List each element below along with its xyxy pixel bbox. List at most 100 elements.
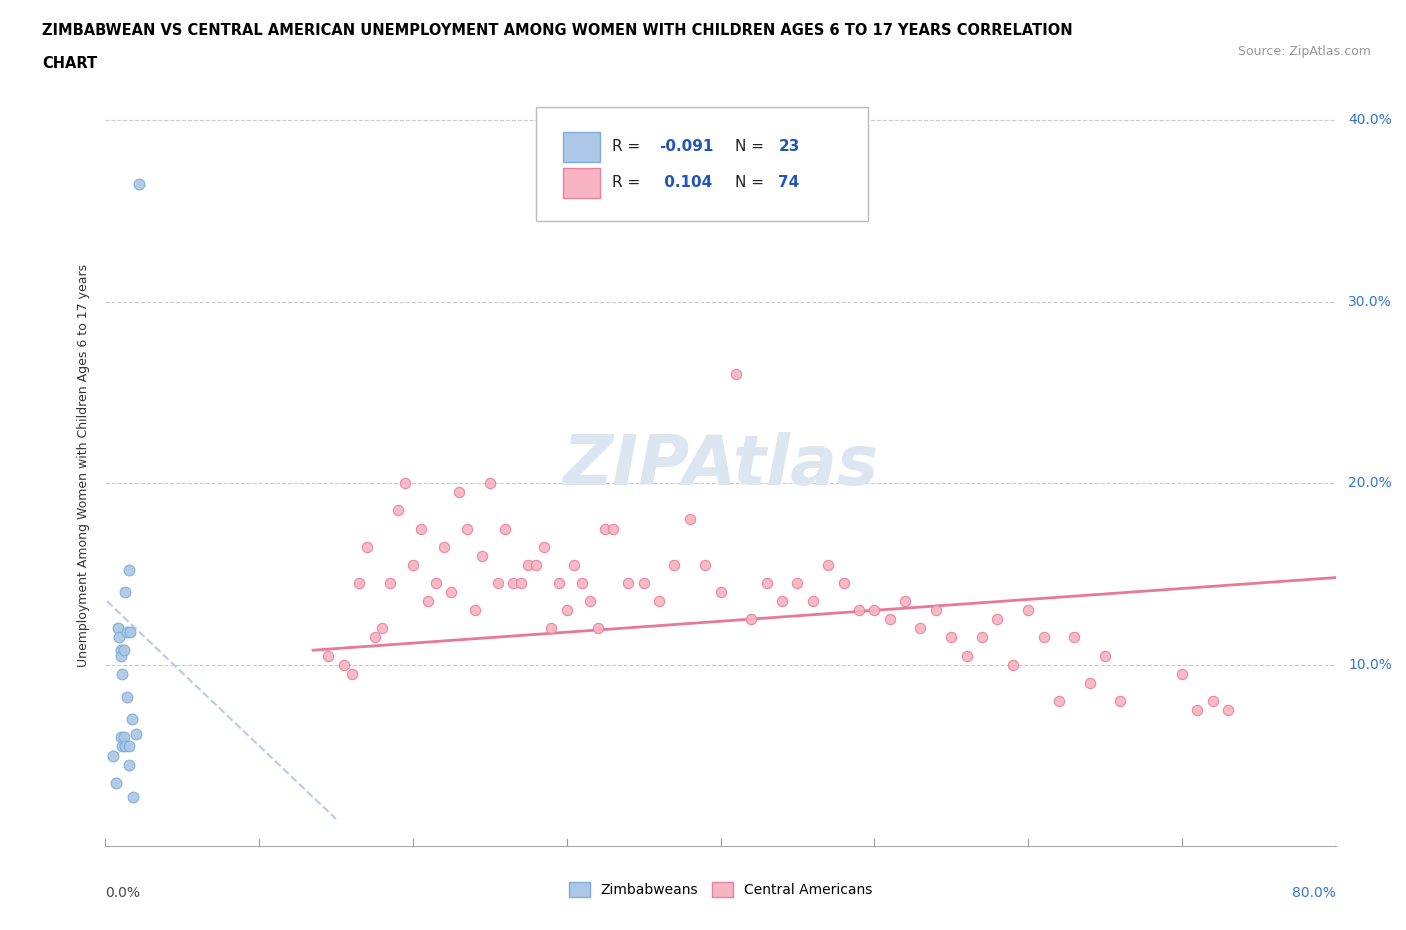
Point bbox=[449, 485, 471, 499]
Text: ZIPAtlas: ZIPAtlas bbox=[562, 432, 879, 498]
Point bbox=[122, 790, 145, 804]
Text: 10.0%: 10.0% bbox=[1348, 658, 1392, 671]
Point bbox=[107, 621, 129, 636]
Point bbox=[105, 776, 128, 790]
Point bbox=[402, 557, 425, 572]
Point bbox=[108, 630, 131, 644]
Text: Source: ZipAtlas.com: Source: ZipAtlas.com bbox=[1237, 45, 1371, 58]
Point bbox=[533, 539, 555, 554]
FancyBboxPatch shape bbox=[564, 132, 600, 162]
FancyBboxPatch shape bbox=[564, 167, 600, 198]
Point bbox=[571, 576, 593, 591]
Point bbox=[579, 593, 602, 608]
Point bbox=[110, 648, 132, 663]
Point bbox=[586, 621, 609, 636]
Text: R =: R = bbox=[613, 176, 645, 191]
Point bbox=[464, 603, 486, 618]
Point bbox=[1201, 694, 1223, 709]
Point bbox=[117, 757, 139, 772]
Point bbox=[114, 739, 136, 754]
Point bbox=[710, 585, 733, 600]
Point bbox=[110, 643, 132, 658]
Point bbox=[801, 593, 824, 608]
Point bbox=[740, 612, 762, 627]
Point bbox=[648, 593, 671, 608]
Point bbox=[1187, 703, 1209, 718]
Point bbox=[894, 593, 917, 608]
Point bbox=[110, 730, 132, 745]
Point bbox=[555, 603, 578, 618]
Point bbox=[502, 576, 524, 591]
Text: R =: R = bbox=[613, 140, 645, 154]
Text: 30.0%: 30.0% bbox=[1348, 295, 1392, 309]
Point bbox=[115, 690, 138, 705]
Point bbox=[111, 739, 134, 754]
Point bbox=[394, 476, 416, 491]
Point bbox=[848, 603, 870, 618]
Point bbox=[378, 576, 401, 591]
Point bbox=[112, 730, 135, 745]
Point bbox=[956, 648, 979, 663]
Point bbox=[602, 521, 624, 536]
Y-axis label: Unemployment Among Women with Children Ages 6 to 17 years: Unemployment Among Women with Children A… bbox=[77, 263, 90, 667]
Point bbox=[540, 621, 562, 636]
Point bbox=[125, 726, 148, 741]
Point bbox=[755, 576, 778, 591]
Point bbox=[111, 667, 134, 682]
FancyBboxPatch shape bbox=[536, 107, 869, 221]
Text: 20.0%: 20.0% bbox=[1348, 476, 1392, 490]
Point bbox=[724, 366, 747, 381]
Point bbox=[115, 625, 138, 640]
Point bbox=[371, 621, 394, 636]
Point bbox=[817, 557, 839, 572]
Text: 0.104: 0.104 bbox=[659, 176, 713, 191]
Point bbox=[517, 557, 540, 572]
Point bbox=[1078, 675, 1101, 690]
Point bbox=[863, 603, 886, 618]
Point bbox=[318, 648, 340, 663]
Point bbox=[471, 549, 494, 564]
Point bbox=[524, 557, 547, 572]
Text: 80.0%: 80.0% bbox=[1292, 886, 1336, 900]
Point bbox=[879, 612, 901, 627]
Point bbox=[1001, 658, 1024, 672]
Point bbox=[617, 576, 640, 591]
Point bbox=[593, 521, 616, 536]
Point bbox=[440, 585, 463, 600]
Point bbox=[387, 503, 409, 518]
Point bbox=[425, 576, 447, 591]
Point bbox=[418, 593, 440, 608]
Text: -0.091: -0.091 bbox=[659, 140, 713, 154]
Text: ZIMBABWEAN VS CENTRAL AMERICAN UNEMPLOYMENT AMONG WOMEN WITH CHILDREN AGES 6 TO : ZIMBABWEAN VS CENTRAL AMERICAN UNEMPLOYM… bbox=[42, 23, 1073, 38]
Point bbox=[117, 563, 139, 578]
Point bbox=[564, 557, 586, 572]
Point bbox=[1017, 603, 1039, 618]
Point bbox=[1047, 694, 1070, 709]
Text: 23: 23 bbox=[779, 140, 800, 154]
Point bbox=[494, 521, 516, 536]
Text: CHART: CHART bbox=[42, 56, 97, 71]
Point bbox=[986, 612, 1008, 627]
Point bbox=[925, 603, 948, 618]
Point bbox=[548, 576, 571, 591]
Point bbox=[941, 630, 963, 644]
Point bbox=[1109, 694, 1132, 709]
Point bbox=[114, 585, 136, 600]
Point bbox=[679, 512, 702, 527]
Point bbox=[409, 521, 432, 536]
Point bbox=[910, 621, 932, 636]
Point bbox=[333, 658, 356, 672]
Point bbox=[120, 625, 141, 640]
Point bbox=[832, 576, 855, 591]
Point bbox=[770, 593, 793, 608]
Point bbox=[101, 748, 124, 763]
Text: N =: N = bbox=[735, 176, 769, 191]
Point bbox=[786, 576, 808, 591]
Point bbox=[478, 476, 501, 491]
Text: 40.0%: 40.0% bbox=[1348, 113, 1392, 127]
Point bbox=[664, 557, 686, 572]
Point bbox=[1171, 667, 1194, 682]
Point bbox=[433, 539, 456, 554]
Text: 0.0%: 0.0% bbox=[105, 886, 141, 900]
Point bbox=[121, 711, 143, 726]
